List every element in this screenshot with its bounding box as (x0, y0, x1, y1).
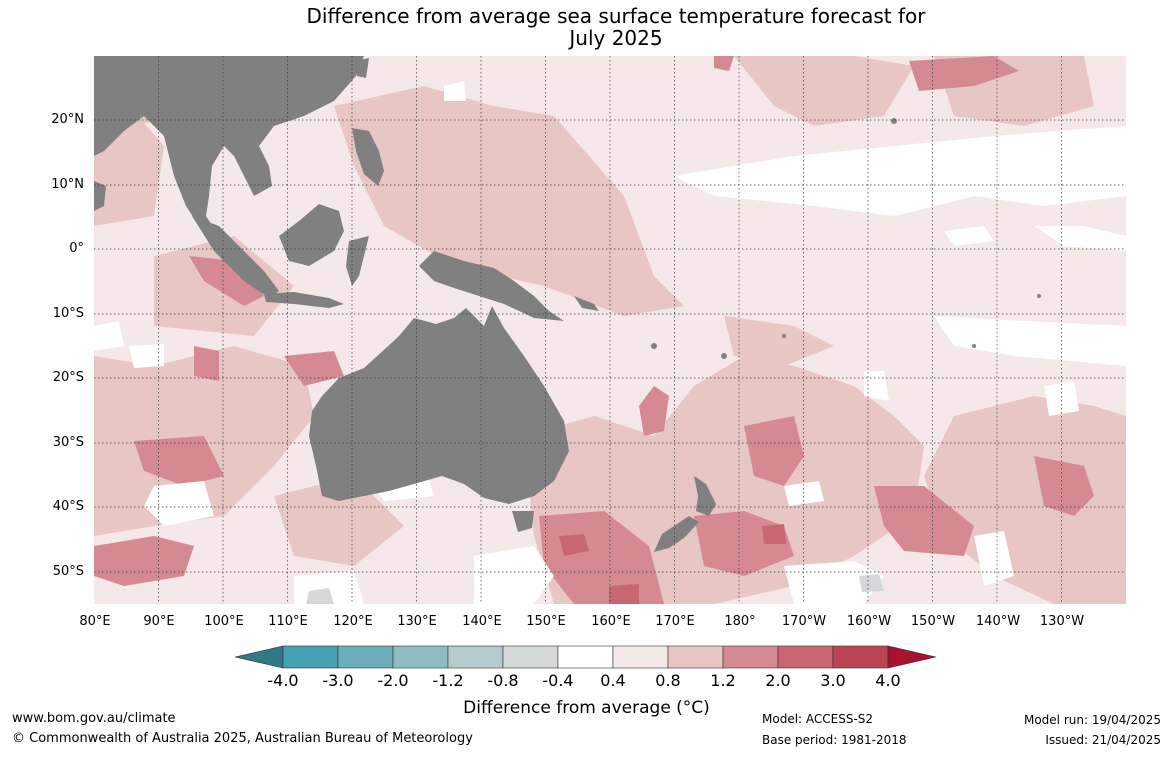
colorbar-tick: -4.0 (267, 671, 299, 690)
lon-label-120e: 120°E (333, 614, 373, 629)
lat-label-20n: 20°N (51, 112, 84, 127)
map-canvas (94, 56, 1126, 604)
anomaly-strong (94, 56, 1094, 604)
lon-label-170w: 170°W (781, 614, 827, 629)
colorbar-extend-low (234, 645, 284, 669)
sst-anomaly-map[interactable] (94, 56, 1126, 604)
colorbar-tick: 3.0 (820, 671, 846, 690)
lat-label-0: 0° (69, 241, 84, 256)
colorbar-swatch (557, 645, 614, 669)
lon-label-140w: 140°W (975, 614, 1021, 629)
colorbar-swatch (832, 645, 889, 669)
colorbar-tick: 2.0 (765, 671, 791, 690)
colorbar-tick: -2.0 (377, 671, 409, 690)
colorbar-tick: 0.8 (655, 671, 681, 690)
colorbar-extend-high (887, 645, 937, 669)
lon-label-90e: 90°E (143, 614, 175, 629)
lon-label-150e: 150°E (526, 614, 566, 629)
lon-label-80e: 80°E (79, 614, 111, 629)
map-title: Difference from average sea surface temp… (0, 5, 1173, 49)
colorbar-tick: 4.0 (875, 671, 901, 690)
lon-label-160w: 160°W (846, 614, 892, 629)
colorbar-title: Difference from average (°C) (463, 698, 710, 718)
lat-label-40s: 40°S (52, 499, 84, 514)
title-line2: July 2025 (569, 26, 663, 50)
lon-label-140e: 140°E (462, 614, 502, 629)
lon-label-170e: 170°E (655, 614, 695, 629)
lon-label-110e: 110°E (268, 614, 308, 629)
lat-label-20s: 20°S (52, 370, 84, 385)
lon-label-150w: 150°W (910, 614, 956, 629)
footer-url[interactable]: www.bom.gov.au/climate (12, 711, 176, 726)
lon-label-160e: 160°E (591, 614, 631, 629)
anomaly-very-strong (559, 524, 786, 604)
footer-copyright: © Commonwealth of Australia 2025, Austra… (12, 731, 473, 746)
title-line1: Difference from average sea surface temp… (306, 4, 926, 28)
colorbar-swatch (337, 645, 394, 669)
colorbar-swatch (667, 645, 724, 669)
colorbar-tick: -0.4 (542, 671, 574, 690)
footer-model: Model: ACCESS-S2 (762, 712, 874, 726)
lat-label-50s: 50°S (52, 564, 84, 579)
lon-label-130w: 130°W (1039, 614, 1085, 629)
colorbar-tick: -1.2 (432, 671, 464, 690)
colorbar-swatch (392, 645, 449, 669)
lat-label-10n: 10°N (51, 177, 84, 192)
colorbar-swatch (282, 645, 339, 669)
lon-label-100e: 100°E (204, 614, 244, 629)
colorbar-swatch (447, 645, 504, 669)
colorbar-tick: 0.4 (600, 671, 626, 690)
footer-model-run: Model run: 19/04/2025 (1023, 713, 1161, 727)
colorbar (234, 645, 937, 669)
lon-label-180: 180° (724, 614, 756, 629)
footer-issued: Issued: 21/04/2025 (1045, 733, 1161, 747)
anomaly-cool (306, 574, 884, 604)
colorbar-tick: -0.8 (487, 671, 519, 690)
lat-label-10s: 10°S (52, 306, 84, 321)
colorbar-swatch (612, 645, 669, 669)
colorbar-swatch (722, 645, 779, 669)
footer-base-period: Base period: 1981-2018 (762, 733, 907, 747)
colorbar-swatch (777, 645, 834, 669)
lon-label-130e: 130°E (397, 614, 437, 629)
graticule (94, 56, 1126, 604)
colorbar-tick: -3.0 (322, 671, 354, 690)
land-masses (94, 56, 1041, 552)
lat-label-30s: 30°S (52, 435, 84, 450)
colorbar-swatch (502, 645, 559, 669)
colorbar-tick: 1.2 (710, 671, 736, 690)
